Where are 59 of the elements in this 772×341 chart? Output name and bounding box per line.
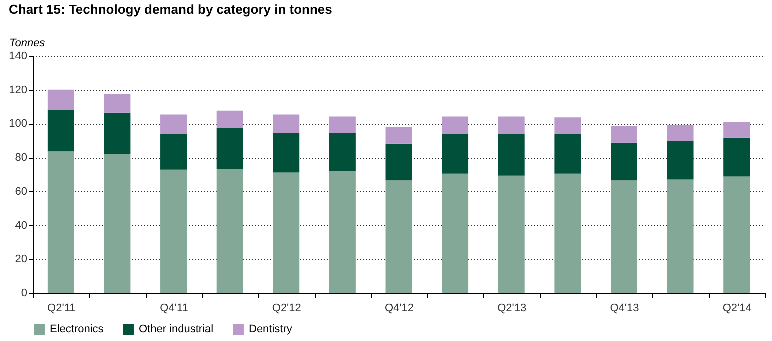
y-tick-label: 120	[9, 84, 28, 96]
chart-title: Chart 15: Technology demand by category in tonnes	[9, 2, 332, 17]
bar	[329, 116, 356, 134]
bar	[554, 118, 582, 134]
legend-label: Dentistry	[249, 324, 293, 336]
bar	[216, 128, 244, 170]
x-tick-label: Q2'14	[722, 302, 752, 314]
y-tick-label: 140	[9, 50, 28, 62]
bar	[48, 110, 74, 152]
bar	[329, 133, 356, 171]
legend-label: Electronics	[50, 324, 104, 336]
bar	[48, 90, 74, 110]
bar	[442, 174, 469, 293]
bar	[273, 172, 300, 293]
legend-label: Other industrial	[139, 324, 214, 336]
bar	[724, 176, 750, 293]
bar	[442, 116, 469, 134]
bar	[386, 127, 412, 144]
bar	[554, 174, 582, 293]
y-tick-label: 60	[15, 186, 28, 198]
bar	[104, 154, 131, 293]
bar	[160, 114, 187, 134]
bar	[104, 94, 131, 113]
bar	[611, 180, 638, 293]
bar	[498, 176, 525, 293]
bar	[216, 110, 244, 128]
bar	[498, 116, 525, 134]
bar	[273, 133, 300, 173]
bar	[724, 122, 750, 138]
x-tick-label: Q2'12	[272, 302, 302, 314]
bar	[386, 144, 412, 181]
bar	[611, 142, 638, 181]
bar	[386, 180, 412, 293]
y-tick-label: 20	[15, 254, 28, 266]
bar	[48, 152, 74, 293]
y-tick-label: 40	[15, 220, 28, 232]
bar	[724, 138, 750, 177]
y-axis-title: Tonnes	[10, 38, 46, 50]
bar	[667, 125, 694, 141]
bar	[498, 134, 525, 176]
bar	[667, 180, 694, 293]
x-tick-label: Q4'12	[384, 302, 414, 314]
bar	[554, 134, 582, 174]
x-tick-label: Q4'13	[610, 302, 640, 314]
x-tick-label: Q4'11	[160, 302, 188, 314]
bar	[442, 134, 469, 174]
bar	[160, 134, 187, 170]
bar	[273, 114, 300, 134]
bar	[104, 112, 131, 155]
bar	[611, 126, 638, 143]
bar	[329, 170, 356, 293]
bar	[216, 169, 244, 293]
y-tick-label: 0	[21, 288, 28, 300]
y-tick-label: 80	[15, 152, 28, 164]
x-tick-label: Q2'11	[48, 302, 76, 314]
x-tick-label: Q2'13	[498, 302, 527, 314]
y-tick-label: 100	[9, 118, 28, 130]
bar	[160, 170, 187, 293]
bar	[667, 140, 694, 180]
